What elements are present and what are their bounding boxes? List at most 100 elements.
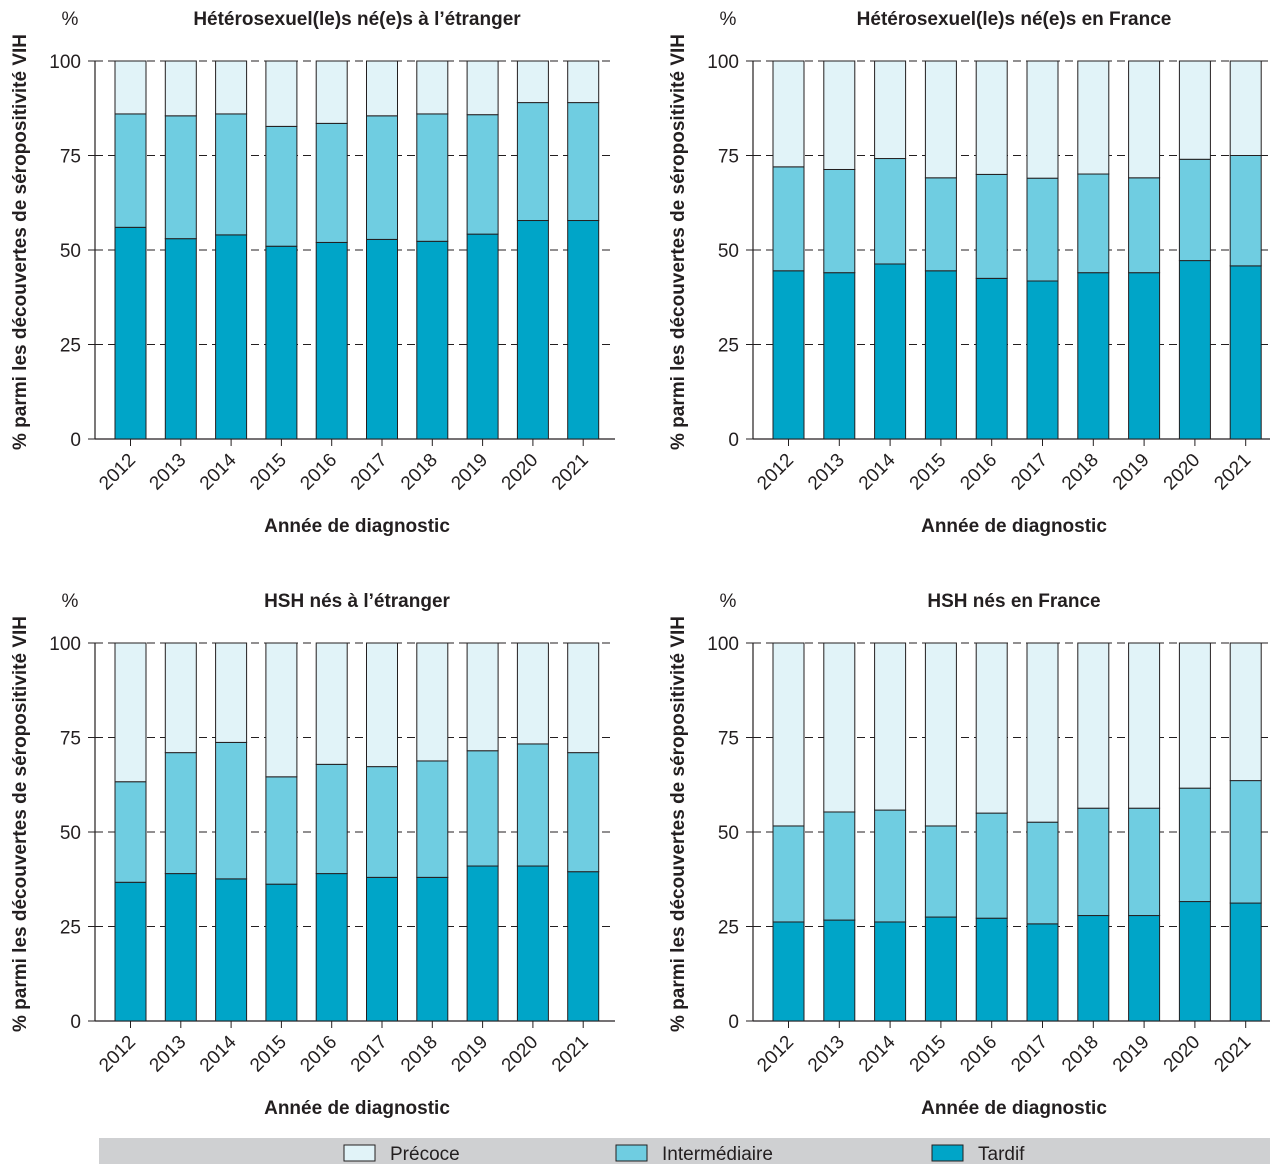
bar-intermdiaire-2014 (874, 158, 907, 265)
bar-prcoce-2017 (366, 642, 398, 768)
bar-tardif-2017 (1026, 923, 1059, 1022)
bar-intermdiaire-2020 (516, 743, 549, 867)
x-tick-label: 2019 (447, 1032, 492, 1077)
y-tick-label: 75 (60, 729, 81, 750)
bar-intermdiaire-2019 (466, 750, 499, 867)
bar-tardif-2012 (114, 881, 147, 1022)
x-tick-label: 2012 (95, 1032, 140, 1077)
bar-tardif-2020 (516, 865, 549, 1022)
legend: Précoce Intermédiaire Tardif (99, 1138, 1270, 1164)
x-axis-label: Année de diagnostic (264, 516, 450, 537)
bar-prcoce-2020 (1178, 642, 1211, 789)
bar-intermdiaire-2017 (1026, 821, 1059, 925)
x-tick-label: 2012 (753, 450, 798, 495)
y-axis-label: % parmi les découvertes de séropositivit… (10, 34, 31, 450)
bar-intermdiaire-2019 (1128, 807, 1161, 917)
x-tick-label: 2018 (1058, 450, 1103, 495)
bar-intermdiaire-2016 (315, 763, 348, 875)
x-tick-label: 2018 (397, 450, 442, 495)
x-tick-label: 2012 (95, 450, 140, 495)
bar-tardif-2017 (366, 238, 398, 440)
y-tick-label: 25 (718, 336, 739, 357)
x-tick-label: 2015 (906, 1032, 951, 1077)
bar-prcoce-2015 (924, 60, 957, 179)
y-tick-label: 75 (60, 147, 81, 168)
bar-prcoce-2019 (1128, 642, 1161, 809)
bar-intermdiaire-2015 (265, 125, 298, 247)
x-tick-label: 2019 (1109, 1032, 1154, 1077)
x-tick-label: 2017 (347, 450, 392, 495)
legend-swatch-tardif (931, 1144, 964, 1162)
x-tick-label: 2019 (447, 450, 492, 495)
y-tick-label: 100 (707, 52, 739, 73)
bar-tardif-2015 (265, 883, 298, 1022)
bar-tardif-2013 (823, 272, 856, 440)
y-tick-label: 50 (718, 241, 739, 262)
bar-tardif-2019 (1128, 272, 1161, 440)
legend-background (99, 1138, 1270, 1164)
x-axis-label: Année de diagnostic (921, 1098, 1107, 1119)
bar-tardif-2016 (975, 917, 1008, 1022)
bar-prcoce-2019 (466, 60, 499, 116)
unit-label: % (62, 591, 79, 612)
bar-tardif-2014 (215, 234, 248, 440)
bar-intermdiaire-2020 (1178, 158, 1211, 262)
bar-prcoce-2016 (315, 642, 348, 765)
bar-tardif-2017 (1026, 280, 1059, 440)
bar-intermdiaire-2013 (823, 811, 856, 921)
bar-tardif-2012 (772, 270, 805, 440)
legend-label-tardif: Tardif (978, 1144, 1025, 1164)
x-tick-label: 2013 (146, 1032, 191, 1077)
unit-label: % (62, 9, 79, 30)
bar-tardif-2018 (416, 240, 449, 440)
x-tick-label: 2018 (397, 1032, 442, 1077)
y-tick-label: 25 (60, 336, 81, 357)
bar-tardif-2020 (516, 220, 549, 440)
bar-prcoce-2012 (772, 60, 805, 168)
unit-label: % (720, 591, 737, 612)
x-axis-label: Année de diagnostic (921, 516, 1107, 537)
bar-tardif-2015 (265, 245, 298, 440)
x-tick-label: 2013 (804, 450, 849, 495)
bar-tardif-2014 (874, 921, 907, 1022)
x-tick-label: 2018 (1058, 1032, 1103, 1077)
bar-intermdiaire-2021 (1229, 780, 1262, 904)
bar-prcoce-2012 (114, 642, 147, 783)
bar-intermdiaire-2015 (265, 776, 298, 885)
x-tick-label: 2021 (548, 1032, 593, 1077)
x-tick-label: 2019 (1109, 450, 1154, 495)
x-tick-label: 2017 (1007, 1032, 1052, 1077)
legend-swatch-intermdiaire (615, 1144, 648, 1162)
bar-prcoce-2013 (823, 642, 856, 813)
bar-tardif-2014 (215, 878, 248, 1022)
x-tick-label: 2012 (753, 1032, 798, 1077)
bar-prcoce-2012 (772, 642, 805, 827)
bar-intermdiaire-2016 (975, 173, 1008, 279)
bar-tardif-2019 (1128, 915, 1161, 1022)
bar-intermdiaire-2021 (567, 102, 600, 222)
x-tick-label: 2017 (347, 1032, 392, 1077)
bar-tardif-2016 (975, 277, 1008, 440)
bar-prcoce-2013 (164, 642, 197, 754)
bar-tardif-2015 (924, 270, 957, 440)
bar-prcoce-2021 (1229, 60, 1262, 156)
x-tick-label: 2015 (246, 1032, 291, 1077)
y-tick-label: 50 (60, 241, 81, 262)
x-tick-label: 2016 (296, 1032, 341, 1077)
bar-intermdiaire-2018 (1077, 173, 1110, 274)
y-tick-label: 25 (718, 918, 739, 939)
bar-prcoce-2017 (1026, 60, 1059, 179)
x-tick-label: 2021 (1210, 450, 1255, 495)
chart-panel-4: HSH nés en France% 0 25 50 75 100 2012 2013 2014… (668, 591, 1270, 1119)
bar-tardif-2017 (366, 876, 398, 1022)
x-tick-label: 2016 (956, 450, 1001, 495)
y-axis-label: % parmi les découvertes de séropositivit… (10, 616, 31, 1032)
bar-prcoce-2018 (416, 642, 449, 762)
chart-panel-1: Hétérosexuel(le)s né(e)s à l’étranger%02… (10, 9, 615, 537)
bar-prcoce-2018 (416, 60, 449, 115)
bar-prcoce-2014 (215, 60, 248, 115)
bar-intermdiaire-2013 (823, 168, 856, 274)
x-tick-label: 2014 (196, 1031, 241, 1076)
